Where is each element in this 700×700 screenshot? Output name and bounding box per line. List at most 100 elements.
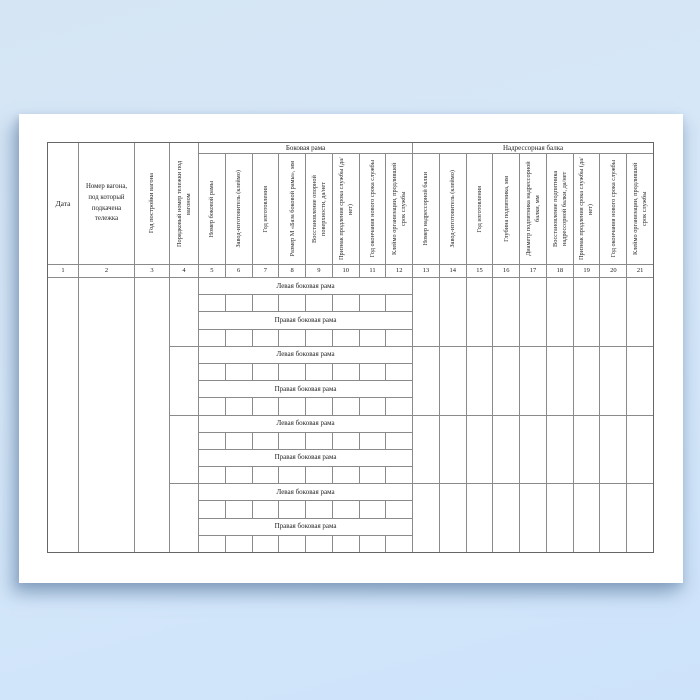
empty-cell [225,501,252,518]
empty-cell [306,432,332,449]
empty-cell [306,501,332,518]
empty-cell [252,363,279,381]
empty-cell [386,295,413,312]
bolster-cell [520,346,546,415]
column-header-support-surface-restoration: Восстановление опорной поверхности, да/н… [306,154,332,264]
bolster-cell [600,278,627,346]
column-header-bogie-serial-number: Порядковый номер тележки под вагоном [170,143,198,264]
group-header-side-frame: Боковая рама [199,143,413,153]
empty-cell [225,398,252,415]
left-side-frame-label: Левая боковая рама [199,484,413,501]
empty-cell [252,329,279,346]
bolster-cell [627,484,653,552]
group-header-bolster-beam: Надрессорная балка [413,143,653,153]
vertical-label: Номер надрессорной балки [422,172,430,246]
empty-cell [359,363,386,381]
bolster-cell [546,278,573,346]
column-number: 7 [252,265,279,277]
bolster-cell [600,484,627,552]
empty-cell [306,398,332,415]
empty-cell [225,363,252,381]
empty-cell [386,467,413,484]
vertical-label: Год изготовления [261,185,269,233]
column-number: 11 [359,265,386,277]
empty-cell [306,329,332,346]
empty-cell [199,363,225,381]
bolster-cell [493,278,520,346]
empty-cell [359,467,386,484]
empty-cell [386,501,413,518]
vertical-label: Завод-изготовитель (клеймо) [449,170,457,248]
empty-cell [279,432,306,449]
bogie-serial-cell [170,346,198,415]
column-header-manufacture-year: Год изготовления [252,154,279,264]
empty-cell [332,432,359,449]
bolster-cell [439,415,466,484]
empty-cell [359,535,386,552]
empty-cell [359,398,386,415]
empty-cell [199,329,225,346]
empty-cell [306,535,332,552]
column-header-wagon-number: Номер вагона, под который подкачена теле… [79,143,134,264]
column-header-bolster-life-extension-flag: Признак продления срока службы (да/нет) [573,154,600,264]
bolster-cell [573,415,600,484]
column-header-manufacturer-stamp: Завод-изготовитель (клеймо) [225,154,252,264]
empty-cell [225,295,252,312]
left-side-frame-label: Левая боковая рама [199,346,413,363]
column-number: 4 [170,265,198,277]
bolster-cell [627,278,653,346]
column-number: 16 [493,265,520,277]
empty-cell [252,535,279,552]
column-header-extending-org-stamp: Клеймо организации, продлившей срок служ… [386,154,413,264]
column-number: 1 [48,265,78,277]
column-number: 3 [135,265,169,277]
empty-cell [332,501,359,518]
vertical-label: Клеймо организации, продлившей срок служ… [391,162,408,256]
empty-cell [199,501,225,518]
bolster-cell [600,415,627,484]
bolster-cell [493,484,520,552]
vertical-label: Год постройки вагона [148,173,156,234]
column-number: 2 [79,265,134,277]
empty-cell [359,329,386,346]
empty-cell [225,535,252,552]
empty-cell [279,501,306,518]
column-number: 10 [332,265,359,277]
vertical-label: Год изготовления [475,185,483,233]
column-header-life-extension-flag: Признак продления срока службы (да/нет) [332,154,359,264]
bogie-record-table: Дата Номер вагона, под который подкачена… [47,142,654,553]
right-side-frame-label: Правая боковая рама [199,381,413,398]
bolster-cell [413,278,439,346]
column-header-bolster-extending-org-stamp: Клеймо организации, продлившей срок служ… [627,154,653,264]
empty-cell [225,467,252,484]
vertical-label: Завод-изготовитель (клеймо) [235,170,243,248]
bolster-cell [466,415,493,484]
bolster-cell [520,484,546,552]
bolster-cell [493,346,520,415]
document-page: Дата Номер вагона, под который подкачена… [19,114,683,583]
vertical-label: Восстановление опорной поверхности, да/н… [310,175,327,243]
empty-cell [279,398,306,415]
column-header-new-life-end-year: Год окончания нового срока службы [359,154,386,264]
bolster-cell [466,346,493,415]
empty-cell [306,295,332,312]
bogie-serial-cell [170,484,198,552]
bolster-cell [439,484,466,552]
bolster-cell [600,346,627,415]
empty-cell [386,363,413,381]
bolster-cell [413,346,439,415]
empty-cell [332,398,359,415]
empty-cell [279,535,306,552]
column-header-wagon-build-year: Год постройки вагона [135,143,169,264]
empty-cell [306,363,332,381]
column-number: 13 [413,265,439,277]
vertical-label: Год окончания нового срока службы [609,160,617,258]
date-column-cell [48,278,78,552]
empty-cell [386,329,413,346]
wagon-number-column-cell [79,278,134,552]
bolster-cell [439,346,466,415]
column-number: 6 [225,265,252,277]
empty-cell [386,432,413,449]
bolster-cell [573,278,600,346]
right-side-frame-label: Правая боковая рама [199,312,413,329]
